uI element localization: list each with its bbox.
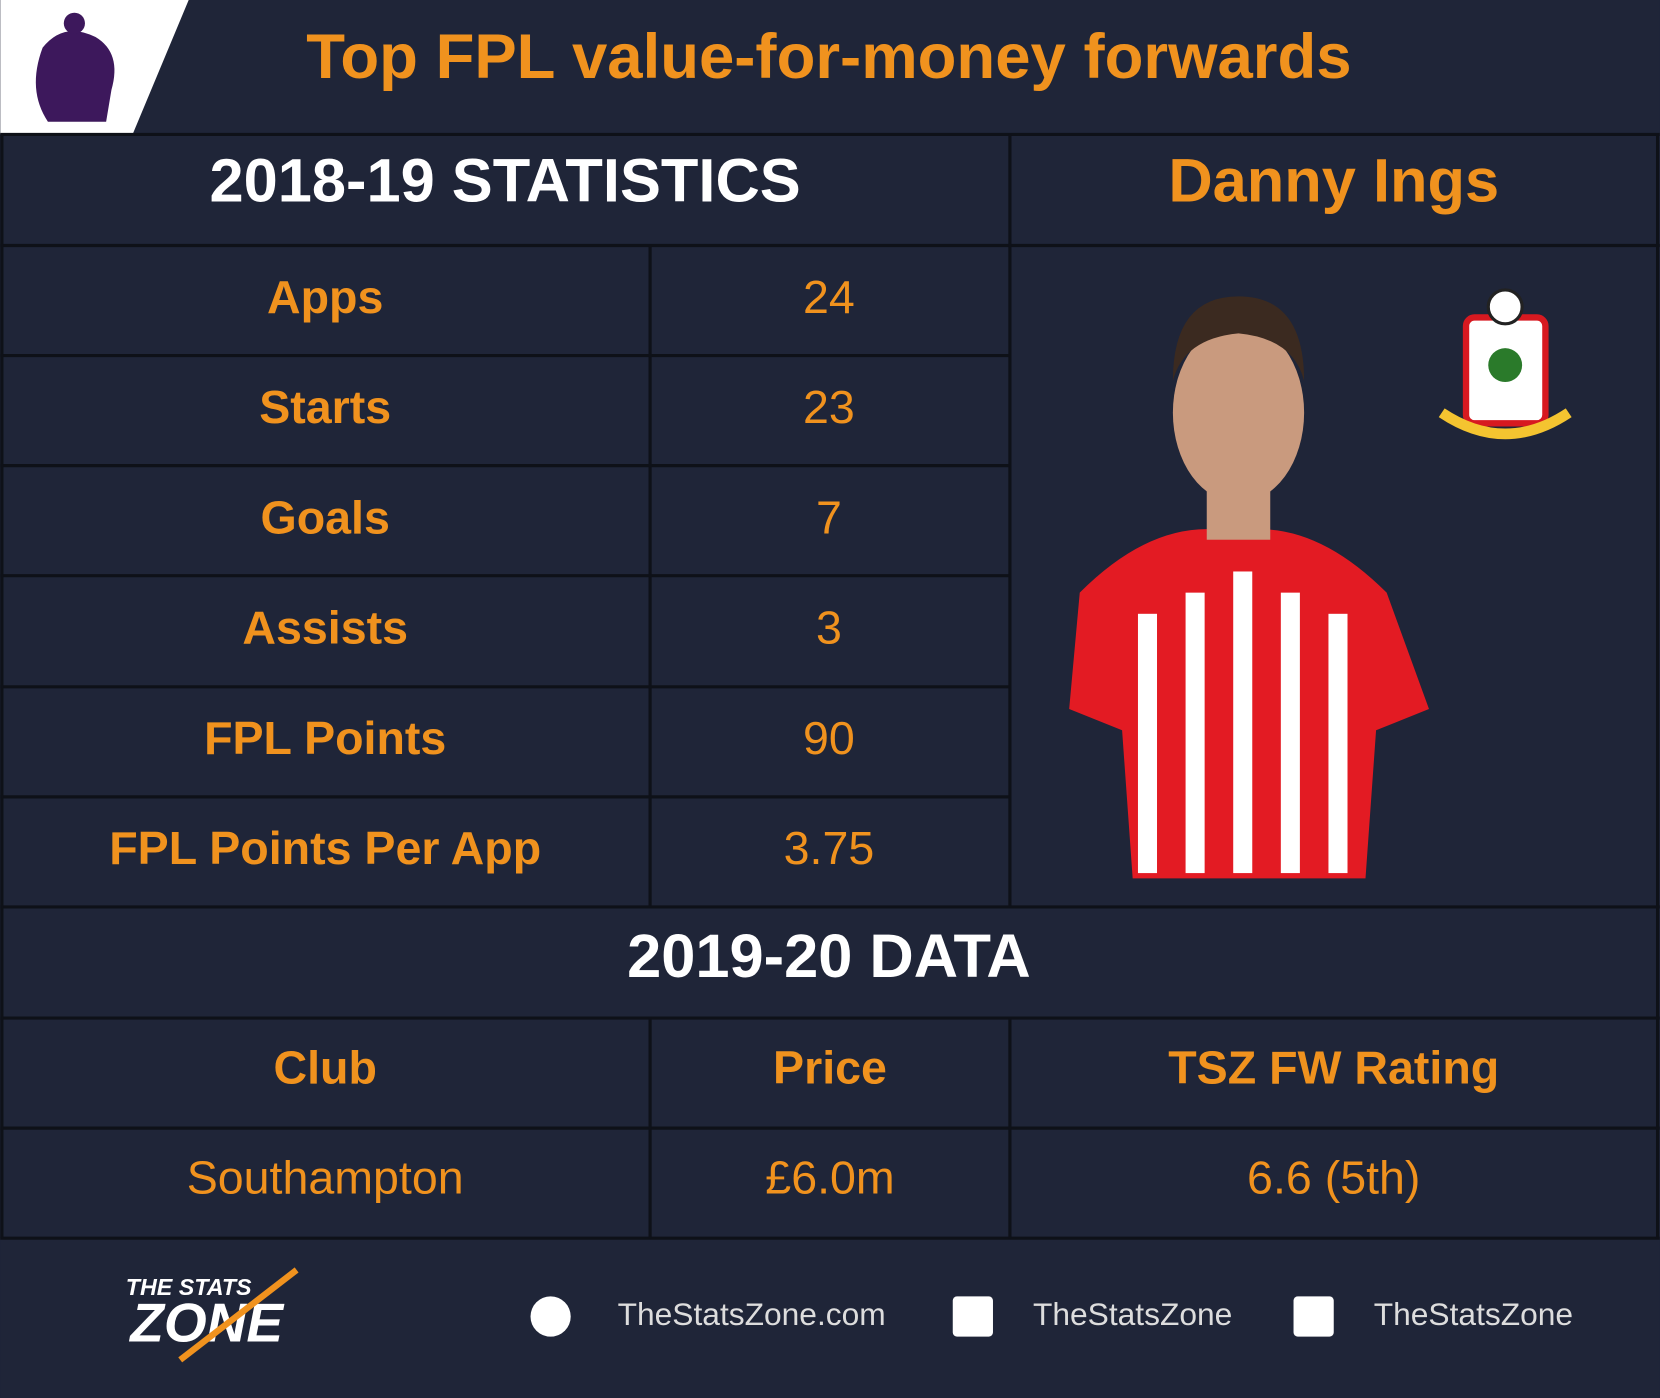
twitter-icon xyxy=(1293,1296,1334,1337)
league-logo xyxy=(35,12,115,122)
cell: 6.6 (5th) xyxy=(1247,1151,1420,1203)
stat-value: 90 xyxy=(803,712,855,764)
stat-value: 7 xyxy=(816,491,842,543)
logo-text: ZONE xyxy=(128,1292,285,1354)
footer-link[interactable]: TheStatsZone xyxy=(1033,1296,1232,1332)
stat-label: Assists xyxy=(242,602,408,654)
logo-text: THE STATS xyxy=(126,1274,252,1300)
stat-value: 3.75 xyxy=(784,822,875,874)
facebook-icon xyxy=(952,1296,993,1337)
globe-icon xyxy=(530,1296,571,1337)
grid xyxy=(0,132,1660,1240)
stat-value: 23 xyxy=(803,381,855,433)
column-header: Price xyxy=(773,1041,887,1093)
player-photo xyxy=(1069,296,1429,879)
footer-link[interactable]: TheStatsZone xyxy=(1374,1296,1573,1332)
stat-value: 24 xyxy=(803,271,855,323)
stat-label: Goals xyxy=(261,491,390,543)
stat-label: FPL Points Per App xyxy=(109,822,541,874)
cell: £6.0m xyxy=(765,1151,894,1203)
footer-link[interactable]: TheStatsZone.com xyxy=(618,1296,886,1332)
player-name: Danny Ings xyxy=(1168,146,1499,215)
cell: Southampton xyxy=(187,1151,464,1203)
footer-logo: THE STATS ZONE xyxy=(126,1267,299,1363)
stat-label: Apps xyxy=(267,271,383,323)
stat-label: FPL Points xyxy=(204,712,446,764)
data-header: 2019-20 DATA xyxy=(627,922,1031,991)
club-badge xyxy=(1438,288,1572,440)
stat-value: 3 xyxy=(816,602,842,654)
stats-header: 2018-19 STATISTICS xyxy=(209,146,800,215)
column-header: TSZ FW Rating xyxy=(1168,1041,1499,1093)
stat-label: Starts xyxy=(259,381,391,433)
title: Top FPL value-for-money forwards xyxy=(306,22,1351,92)
column-header: Club xyxy=(273,1041,376,1093)
